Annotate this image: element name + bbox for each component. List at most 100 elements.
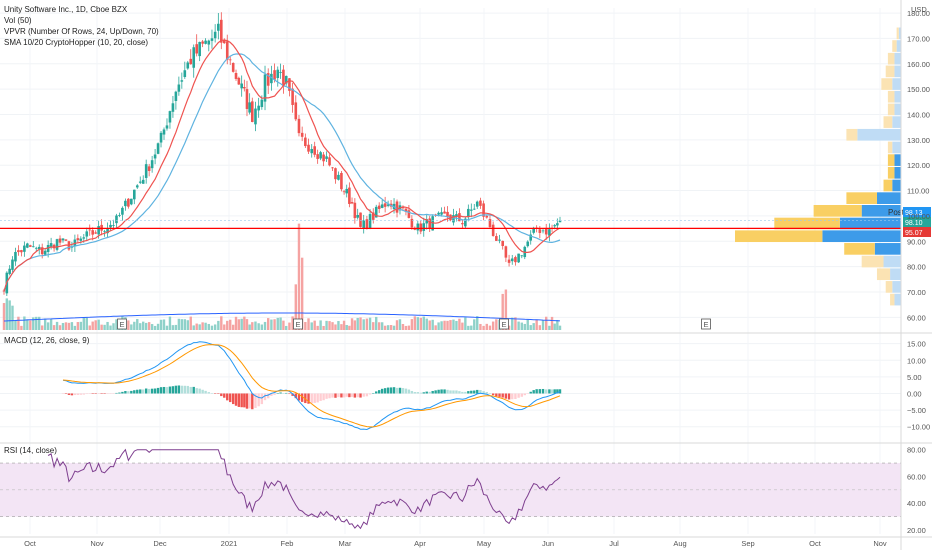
macd-histogram-bar <box>377 390 381 394</box>
candle-body <box>428 218 432 229</box>
time-tick-label: Jun <box>542 539 554 548</box>
vpvr-down-bar <box>892 281 901 293</box>
candle-body <box>485 215 489 218</box>
volume-bar <box>85 317 88 330</box>
macd-histogram-bar <box>362 393 365 397</box>
vpvr-up-bar <box>881 78 893 90</box>
vpvr-legend[interactable]: VPVR (Number Of Rows, 24, Up/Down, 70) <box>4 27 159 36</box>
volume-bar <box>413 316 417 330</box>
macd-histogram-bar <box>174 385 178 394</box>
volume-bar <box>479 323 482 330</box>
macd-histogram-bar <box>334 393 337 398</box>
candle-body <box>419 223 423 232</box>
macd-histogram-bar <box>210 393 214 394</box>
volume-bars <box>2 223 562 330</box>
volume-bar <box>40 325 44 330</box>
vpvr-up-bar <box>883 116 893 128</box>
price-badge <box>903 227 931 237</box>
candle-body <box>362 220 366 228</box>
volume-bar <box>380 322 384 330</box>
candle-body <box>517 253 520 263</box>
vpvr-down-bar <box>892 141 901 154</box>
macd-histogram-bar <box>112 393 115 394</box>
macd-histogram-bar <box>310 393 313 404</box>
vpvr-down-bar <box>898 27 901 40</box>
vpvr-down-bar <box>894 293 901 306</box>
candle-body <box>407 210 411 218</box>
candle-body <box>297 118 301 134</box>
candle-body <box>14 251 17 262</box>
candle-body <box>37 246 41 250</box>
rsi-legend[interactable]: RSI (14, close) <box>4 446 57 455</box>
volume-bar <box>316 325 319 330</box>
candle-body <box>195 44 198 54</box>
candle-body <box>472 208 476 210</box>
macd-histogram-bar <box>345 393 348 397</box>
volume-bar <box>532 323 535 330</box>
moving-averages <box>3 39 561 292</box>
volume-bar <box>395 320 399 330</box>
price-badge-label: 95.07 <box>905 230 923 237</box>
volume-bar <box>526 319 529 330</box>
candle-body <box>532 227 535 233</box>
symbol-legend[interactable]: Unity Software Inc., 1D, Cboe BZX <box>4 5 128 14</box>
volume-bar <box>17 316 20 330</box>
volume-bar <box>133 321 136 330</box>
macd-histogram-bar <box>207 392 210 394</box>
macd-histogram-bar <box>558 389 562 394</box>
macd-histogram-bar <box>398 387 402 394</box>
macd-tick-label: −5.00 <box>907 406 926 415</box>
candle-body <box>331 167 334 169</box>
volume-bar <box>545 316 548 330</box>
macd-histogram-bar <box>231 393 235 405</box>
volume-bar <box>294 284 297 330</box>
macd-histogram-bar <box>416 392 420 394</box>
candle-body <box>395 201 399 213</box>
candle-body <box>192 47 196 68</box>
candle-body <box>510 258 514 262</box>
volume-bar <box>5 298 9 330</box>
volume-bar <box>310 322 313 330</box>
macd-histogram-bar <box>153 388 157 394</box>
volume-bar <box>183 319 187 330</box>
macd-histogram-bar <box>130 390 133 394</box>
candle-body <box>288 78 291 91</box>
macd-histogram-bar <box>285 392 288 394</box>
macd-histogram-bar <box>282 393 285 394</box>
macd-histogram-bar <box>177 385 181 394</box>
time-tick-label: Nov <box>90 539 104 548</box>
candle-body <box>76 238 80 241</box>
volume-bar <box>419 317 422 330</box>
volume-bar <box>386 325 390 330</box>
volume-bar <box>223 324 226 330</box>
volume-bar <box>263 321 267 330</box>
price-tick-label: 120.00 <box>907 161 930 170</box>
macd-histogram-bar <box>288 393 291 395</box>
macd-legend[interactable]: MACD (12, 26, close, 9) <box>4 336 90 345</box>
candle-body <box>177 84 181 92</box>
macd-tick-label: 15.00 <box>907 340 926 349</box>
sma-legend[interactable]: SMA 10/20 CryptoHopper (10, 20, close) <box>4 38 148 47</box>
candle-body <box>29 245 32 247</box>
candle-body <box>464 218 467 227</box>
volume-bar <box>553 323 556 330</box>
candle-body <box>410 218 414 228</box>
macd-histogram-bar <box>422 392 425 394</box>
candle-body <box>538 229 542 233</box>
macd-histogram-bar <box>103 393 106 394</box>
candle-body <box>207 40 211 45</box>
macd-histogram-bar <box>476 389 479 394</box>
volume-legend[interactable]: Vol (50) <box>4 16 32 25</box>
volume-bar <box>73 325 77 330</box>
volume-bar <box>150 324 154 330</box>
candle-body <box>34 247 38 249</box>
volume-bar <box>291 316 294 330</box>
macd-histogram-bar <box>201 389 204 394</box>
candle-body <box>307 144 310 152</box>
candle-body <box>257 105 260 111</box>
candle-body <box>240 83 243 89</box>
macd-histogram-bar <box>88 393 91 394</box>
volume-bar <box>285 325 288 330</box>
candle-body <box>138 181 142 183</box>
